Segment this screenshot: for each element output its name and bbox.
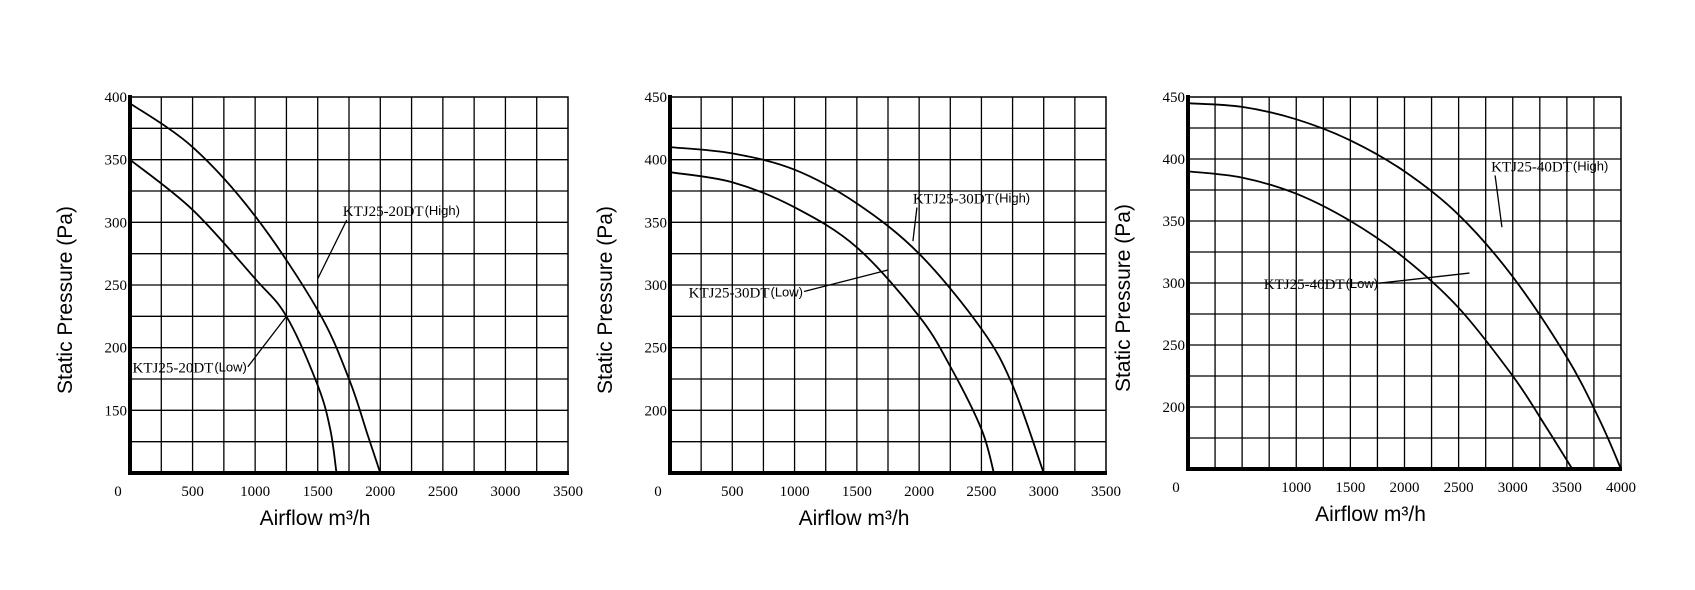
y-tick-label: 150 bbox=[105, 403, 128, 419]
x-tick-label: 1500 bbox=[303, 484, 333, 500]
x-tick-label: 2000 bbox=[904, 484, 934, 500]
chart-panel-1: 0 500 1000 1500 2000 2500 3000 3500 150 200 250 300… bbox=[54, 90, 583, 530]
y-tick-label: 350 bbox=[1163, 214, 1186, 230]
x-tick-label: 2500 bbox=[428, 484, 458, 500]
x-tick-label: 2500 bbox=[1444, 480, 1474, 496]
series-annotation-label: KTJ25-40DT(High) bbox=[1491, 158, 1608, 175]
x-axis-title: Airflow m³/h bbox=[1315, 503, 1426, 526]
annotation-leader-line bbox=[317, 219, 348, 280]
y-axis-title: Static Pressure (Pa) bbox=[594, 206, 617, 394]
y-axis-title: Static Pressure (Pa) bbox=[1112, 204, 1135, 392]
y-tick-label: 250 bbox=[645, 341, 668, 357]
x-axis-title: Airflow m³/h bbox=[799, 507, 910, 530]
y-tick-label: 300 bbox=[105, 215, 128, 231]
chart-panel-2: 0 500 1000 1500 2000 2500 3000 3500 200 250 300 350… bbox=[594, 90, 1121, 530]
x-tick-label: 2000 bbox=[365, 484, 395, 500]
y-tick-label: 350 bbox=[645, 215, 668, 231]
series-line-high bbox=[1187, 102, 1622, 470]
y-tick-label: 300 bbox=[1163, 276, 1186, 292]
series-line-high bbox=[669, 146, 1045, 474]
series-annotation-sublabel: (Low) bbox=[771, 285, 804, 300]
annotation-leader-line bbox=[1379, 272, 1470, 284]
y-tick-label: 400 bbox=[1163, 152, 1186, 168]
x-tick-label: 3000 bbox=[1498, 480, 1528, 496]
x-tick-label: 3000 bbox=[490, 484, 520, 500]
series-annotation-label: KTJ25-30DT(High) bbox=[913, 191, 1030, 208]
x-tick-label: 1000 bbox=[240, 484, 270, 500]
y-tick-label: 200 bbox=[105, 341, 128, 357]
y-axis-title: Static Pressure (Pa) bbox=[54, 206, 77, 394]
x-axis-title: Airflow m³/h bbox=[260, 507, 371, 530]
x-tick-label: 4000 bbox=[1606, 480, 1636, 496]
y-tick-label: 400 bbox=[645, 153, 668, 169]
annotation-leader-line bbox=[247, 315, 287, 368]
y-tick-label: 450 bbox=[1163, 90, 1186, 106]
x-tick-label: 500 bbox=[721, 484, 744, 500]
x-tick-label: 2500 bbox=[966, 484, 996, 500]
annotation-leader-line bbox=[803, 269, 889, 293]
y-tick-label: 200 bbox=[645, 403, 668, 419]
series-annotation-label: KTJ25-30DT(Low) bbox=[689, 285, 803, 302]
x-tick-label: 500 bbox=[181, 484, 204, 500]
series-annotation-sublabel: (Low) bbox=[214, 360, 247, 375]
x-tick-label: 1500 bbox=[842, 484, 872, 500]
x-tick-label: 3500 bbox=[553, 484, 583, 500]
x-tick-label: 3500 bbox=[1552, 480, 1582, 496]
x-tick-label: 0 bbox=[654, 484, 662, 500]
series-annotation-sublabel: (High) bbox=[995, 191, 1030, 206]
annotation-leader-line bbox=[1494, 175, 1503, 228]
x-tick-label: 1000 bbox=[780, 484, 810, 500]
series-annotation-sublabel: (High) bbox=[1573, 158, 1608, 173]
x-tick-label: 1500 bbox=[1335, 480, 1365, 496]
y-tick-label: 300 bbox=[645, 278, 668, 294]
series-line-low bbox=[1187, 170, 1574, 470]
chart-panel-3: 0 1000 1500 2000 2500 3000 3500 4000 200 250 300 35… bbox=[1112, 90, 1636, 526]
annotation-leader-line bbox=[912, 207, 918, 242]
x-tick-label: 3500 bbox=[1091, 484, 1121, 500]
x-tick-label: 0 bbox=[1172, 480, 1180, 496]
series-line-high bbox=[129, 102, 382, 474]
x-tick-label: 3000 bbox=[1029, 484, 1059, 500]
y-tick-label: 450 bbox=[645, 90, 668, 106]
x-tick-label: 0 bbox=[114, 484, 122, 500]
series-annotation-sublabel: (High) bbox=[425, 203, 460, 218]
series-line-low bbox=[129, 158, 338, 474]
series-annotation-sublabel: (Low) bbox=[1346, 276, 1379, 291]
y-tick-label: 250 bbox=[1163, 338, 1186, 354]
series-annotation-label: KTJ25-20DT(Low) bbox=[133, 360, 247, 377]
y-tick-label: 250 bbox=[105, 278, 128, 294]
series-line-low bbox=[669, 171, 995, 474]
y-tick-label: 200 bbox=[1163, 400, 1186, 416]
y-tick-label: 350 bbox=[105, 153, 128, 169]
x-tick-label: 1000 bbox=[1281, 480, 1311, 496]
y-tick-label: 400 bbox=[105, 90, 128, 106]
series-annotation-label: KTJ25-20DT(High) bbox=[343, 203, 460, 220]
x-tick-label: 2000 bbox=[1390, 480, 1420, 496]
series-annotation-label: KTJ25-40DT(Low) bbox=[1264, 276, 1378, 293]
